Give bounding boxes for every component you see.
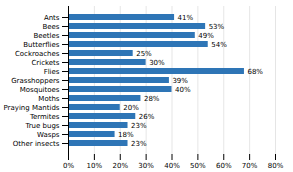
svg-text:70%: 70% — [242, 162, 258, 170]
svg-text:Bees: Bees — [42, 23, 59, 31]
svg-text:Flies: Flies — [44, 68, 60, 76]
svg-text:50%: 50% — [190, 162, 206, 170]
svg-text:Crickets: Crickets — [31, 59, 59, 67]
svg-text:26%: 26% — [139, 113, 155, 121]
svg-text:Butterflies: Butterflies — [23, 41, 60, 49]
svg-text:Moths: Moths — [38, 95, 60, 103]
svg-text:True bugs: True bugs — [24, 122, 59, 130]
svg-text:20%: 20% — [123, 104, 139, 112]
svg-text:40%: 40% — [175, 86, 191, 94]
svg-text:23%: 23% — [131, 140, 147, 148]
svg-text:23%: 23% — [131, 122, 147, 130]
svg-text:41%: 41% — [178, 14, 194, 22]
svg-text:0%: 0% — [63, 162, 74, 170]
svg-text:10%: 10% — [87, 162, 103, 170]
svg-text:Cockroaches: Cockroaches — [15, 50, 60, 58]
svg-text:49%: 49% — [198, 32, 214, 40]
svg-text:53%: 53% — [209, 23, 225, 31]
svg-text:Wasps: Wasps — [37, 131, 60, 139]
svg-text:Ants: Ants — [44, 14, 60, 22]
svg-text:Grasshoppers: Grasshoppers — [11, 77, 60, 85]
svg-text:80%: 80% — [268, 162, 284, 170]
svg-text:Praying Mantids: Praying Mantids — [3, 104, 59, 112]
svg-text:68%: 68% — [247, 68, 263, 76]
svg-text:25%: 25% — [136, 50, 152, 58]
svg-text:40%: 40% — [164, 162, 180, 170]
svg-text:39%: 39% — [172, 77, 188, 85]
svg-text:Other insects: Other insects — [13, 140, 60, 148]
svg-text:Termites: Termites — [29, 113, 60, 121]
svg-text:Beetles: Beetles — [33, 32, 59, 40]
svg-text:54%: 54% — [211, 41, 227, 49]
svg-text:18%: 18% — [118, 131, 134, 139]
svg-text:30%: 30% — [138, 162, 154, 170]
svg-text:30%: 30% — [149, 59, 165, 67]
svg-text:28%: 28% — [144, 95, 160, 103]
svg-text:60%: 60% — [216, 162, 232, 170]
svg-text:Mosquitoes: Mosquitoes — [20, 86, 60, 94]
svg-text:20%: 20% — [112, 162, 128, 170]
